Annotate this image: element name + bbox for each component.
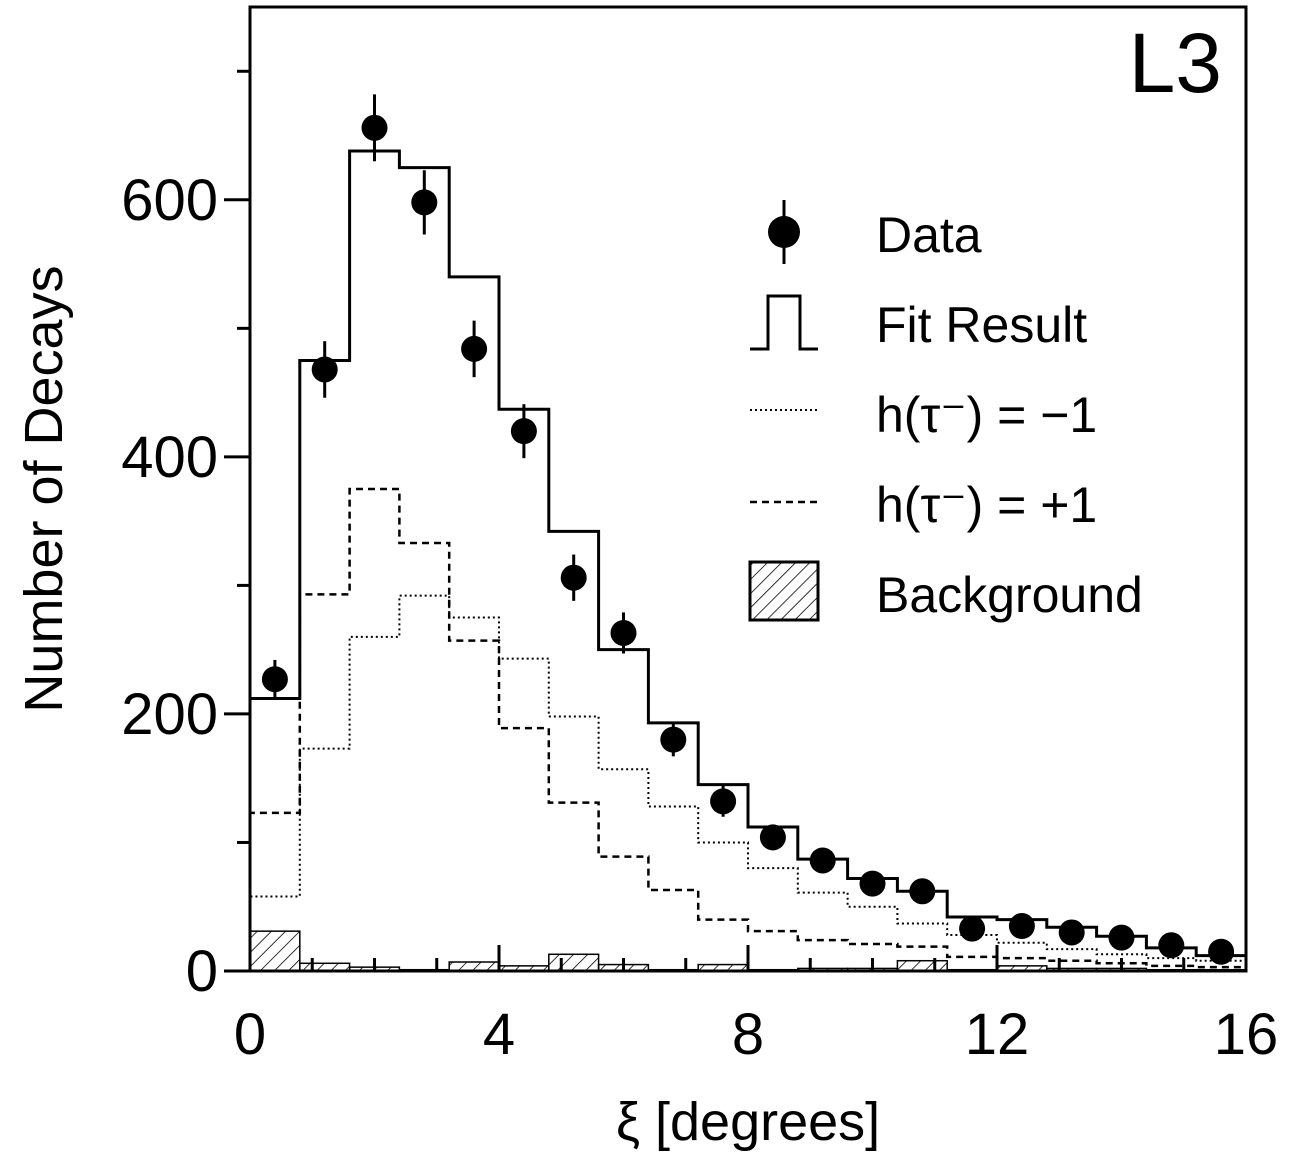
- data-marker: [610, 619, 637, 646]
- data-point: [909, 878, 936, 905]
- fit-result-step-line: [250, 149, 1246, 971]
- legend-item-minus: h(τ⁻) = −1: [750, 387, 1097, 443]
- data-point: [959, 915, 986, 942]
- data-point: [1008, 913, 1035, 940]
- data-point: [411, 170, 438, 235]
- x-tick-label: 4: [483, 1002, 515, 1067]
- data-marker: [1208, 938, 1235, 965]
- x-tick-label: 0: [234, 1002, 266, 1067]
- data-point: [1158, 932, 1185, 959]
- data-marker: [1108, 924, 1135, 951]
- x-axis-label: ξ [degrees]: [616, 1092, 880, 1152]
- legend: Data Fit Result h(τ⁻) = −1 h(τ⁻) = +1 Ba…: [748, 200, 1143, 623]
- data-point: [859, 870, 886, 897]
- data-point: [311, 341, 338, 398]
- data-point: [809, 847, 836, 874]
- data-points-layer: [261, 94, 1235, 965]
- data-marker: [660, 726, 687, 753]
- data-marker: [261, 666, 288, 693]
- data-point: [361, 94, 388, 162]
- data-marker: [560, 564, 587, 591]
- background-bar: [250, 930, 301, 971]
- x-tick-label: 12: [965, 1002, 1030, 1067]
- data-marker: [909, 878, 936, 905]
- y-tick-label: 600: [121, 168, 218, 233]
- legend-item-data: Data: [768, 200, 982, 264]
- data-marker: [510, 418, 537, 445]
- y-axis-ticks: 0 200 400 600: [121, 69, 250, 1004]
- legend-item-fit: Fit Result: [750, 294, 1087, 353]
- legend-item-plus: h(τ⁻) = +1: [750, 477, 1097, 533]
- data-point: [1108, 924, 1135, 951]
- legend-item-background: Background: [748, 560, 1143, 623]
- data-marker: [959, 915, 986, 942]
- background-bar: [896, 959, 948, 971]
- data-point: [710, 785, 737, 817]
- legend-label-plus: h(τ⁻) = +1: [876, 477, 1097, 533]
- x-tick-label: 8: [732, 1002, 764, 1067]
- background-bar: [548, 953, 600, 971]
- plus-helicity-layer: [250, 594, 1246, 971]
- data-marker: [461, 335, 488, 362]
- data-marker: [1008, 913, 1035, 940]
- data-point: [1208, 938, 1235, 965]
- data-point: [759, 824, 786, 851]
- data-point: [261, 659, 288, 699]
- data-marker: [311, 356, 338, 383]
- minus-helicity-step-line: [250, 594, 1246, 971]
- x-axis-ticks: 0 4 8 12 16: [234, 945, 1278, 1067]
- minus-helicity-layer: [250, 487, 1246, 971]
- legend-fit-symbol: [750, 294, 818, 351]
- legend-label-background: Background: [876, 567, 1143, 623]
- data-marker: [710, 788, 737, 815]
- data-marker: [859, 870, 886, 897]
- y-axis-label: Number of Decays: [14, 265, 74, 712]
- fit-layer: [250, 149, 1246, 971]
- data-point: [560, 554, 587, 601]
- data-marker: [411, 189, 438, 216]
- legend-data-marker: [768, 216, 800, 248]
- legend-hatched-box: [748, 560, 820, 622]
- plus-helicity-step-line: [250, 487, 1246, 971]
- data-point: [1058, 919, 1085, 946]
- data-point: [660, 722, 687, 757]
- data-point: [610, 612, 637, 654]
- data-marker: [809, 847, 836, 874]
- y-tick-label: 0: [186, 939, 218, 1004]
- data-marker: [759, 824, 786, 851]
- data-point: [461, 320, 488, 378]
- data-marker: [1158, 932, 1185, 959]
- legend-label-minus: h(τ⁻) = −1: [876, 387, 1097, 443]
- experiment-label: L3: [1129, 16, 1222, 110]
- data-marker: [1058, 919, 1085, 946]
- legend-label-data: Data: [876, 207, 982, 263]
- data-point: [510, 404, 537, 459]
- y-tick-label: 400: [121, 425, 218, 490]
- legend-label-fit: Fit Result: [876, 297, 1087, 353]
- x-tick-label: 16: [1214, 1002, 1279, 1067]
- y-tick-label: 200: [121, 682, 218, 747]
- data-marker: [361, 114, 388, 141]
